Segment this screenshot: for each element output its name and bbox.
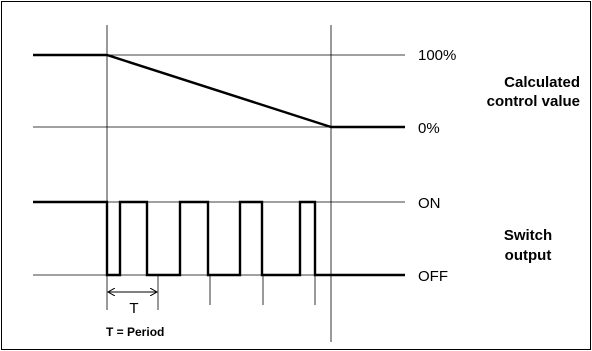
- period-caption: T = Period: [106, 325, 164, 339]
- lower-title-line-2: output: [505, 247, 552, 264]
- period-marker-label: T: [129, 300, 138, 317]
- upper-title-line-1: Calculated: [504, 74, 580, 91]
- lower-title-line-1: Switch: [504, 227, 552, 244]
- upper-title-line-2: control value: [487, 93, 580, 110]
- control-value-curve: [33, 53, 405, 129]
- lower-level-low-label: OFF: [418, 268, 448, 285]
- upper-level-high-label: 100%: [418, 47, 456, 64]
- lower-level-high-label: ON: [418, 195, 441, 212]
- switch-output-waveform: [33, 200, 405, 277]
- upper-level-low-label: 0%: [418, 120, 440, 137]
